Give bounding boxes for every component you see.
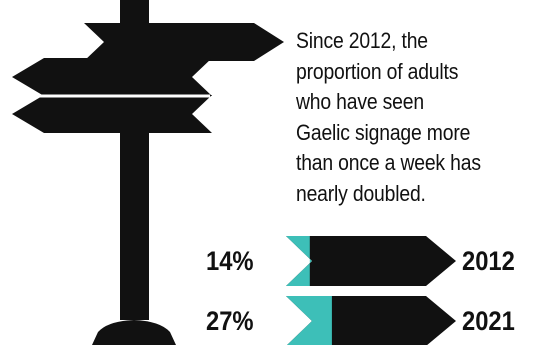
headline-line: Since 2012, the [296, 28, 428, 53]
progress-arrow [286, 236, 456, 286]
stat-row-2021: 27% 2021 [0, 296, 533, 345]
headline: Since 2012, the proportion of adults who… [296, 26, 496, 209]
year-label: 2021 [462, 306, 515, 336]
year-label: 2012 [462, 246, 515, 276]
stat-row-2012: 14% 2012 [0, 236, 533, 286]
signpost-icon [12, 0, 284, 345]
headline-line: than once a week has [296, 150, 481, 175]
headline-line: proportion of adults [296, 58, 459, 84]
arrow-body [286, 236, 456, 286]
headline-line: nearly doubled. [296, 180, 426, 206]
arrow-fill [286, 296, 332, 345]
percent-label: 14% [206, 246, 254, 276]
progress-arrow [286, 296, 456, 345]
headline-line: Gaelic signage more [296, 119, 471, 145]
headline-line: who have seen [296, 89, 424, 114]
percent-label: 27% [206, 306, 254, 336]
arrow-fill [286, 236, 312, 286]
